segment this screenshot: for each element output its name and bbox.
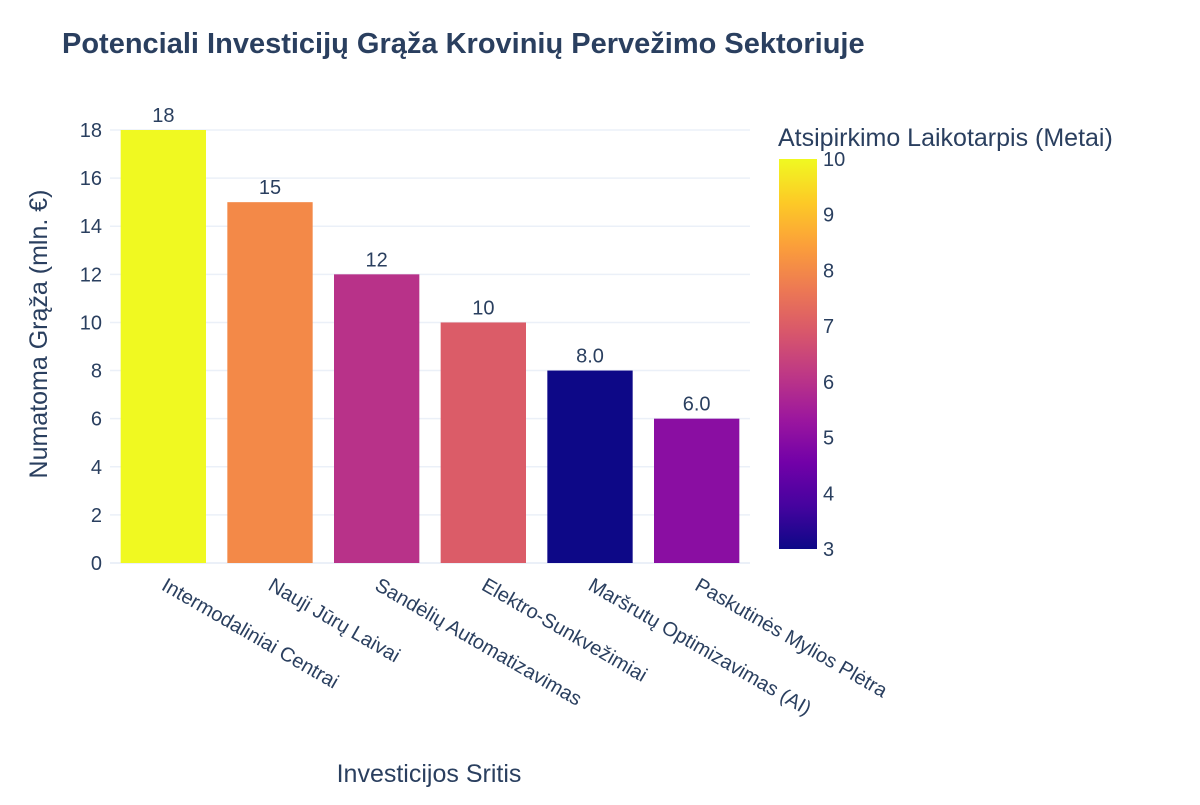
bar[interactable]	[334, 274, 420, 563]
bar[interactable]	[547, 370, 633, 563]
y-tick-label: 0	[91, 553, 102, 575]
bar-value-label: 12	[366, 249, 388, 271]
y-tick-label: 12	[80, 264, 102, 286]
colorbar-tick-label: 4	[823, 483, 834, 505]
bar-value-label: 15	[259, 177, 281, 199]
colorbar-gradient	[779, 159, 817, 549]
colorbar: Atsipirkimo Laikotarpis (Metai) 3 4 5 6 7 8 9 1…	[778, 124, 1113, 561]
y-axis: 0 2 4 6 8 10 12 14 16 18	[80, 120, 102, 575]
bar[interactable]	[227, 202, 313, 563]
x-tick-label: Paskutinės Mylios Plėtra	[691, 574, 891, 702]
colorbar-tick-label: 10	[823, 149, 845, 171]
colorbar-title: Atsipirkimo Laikotarpis (Metai)	[778, 124, 1113, 152]
bar-value-label: 18	[152, 105, 174, 127]
colorbar-tick-label: 6	[823, 372, 834, 394]
chart-title: Potenciali Investicijų Grąža Krovinių Pe…	[62, 28, 865, 60]
y-axis-label: Numatoma Grąža (mln. €)	[25, 190, 53, 479]
x-tick-label: Intermodaliniai Centrai	[158, 574, 342, 693]
colorbar-tick-label: 5	[823, 428, 834, 450]
colorbar-tick-label: 9	[823, 205, 834, 227]
y-tick-label: 16	[80, 168, 102, 190]
bar-value-label: 8.0	[576, 346, 604, 368]
y-tick-label: 4	[91, 457, 102, 479]
colorbar-tick-label: 8	[823, 260, 834, 282]
gridlines	[110, 129, 750, 564]
y-tick-label: 18	[80, 120, 102, 142]
bar[interactable]	[440, 322, 526, 563]
bar[interactable]	[120, 130, 206, 563]
y-tick-label: 14	[80, 216, 102, 238]
x-tick-label: Sandėlių Automatizavimas	[371, 574, 585, 710]
y-tick-label: 10	[80, 312, 102, 334]
x-axis-label: Investicijos Sritis	[337, 760, 522, 788]
colorbar-tick-label: 7	[823, 316, 834, 338]
bar-value-label: 10	[472, 297, 494, 319]
bars: 18 15 12 10 8.0 6.0	[120, 105, 740, 563]
y-tick-label: 6	[91, 409, 102, 431]
bar-value-label: 6.0	[683, 394, 711, 416]
y-tick-label: 8	[91, 361, 102, 383]
bar[interactable]	[654, 418, 740, 563]
y-tick-label: 2	[91, 505, 102, 527]
colorbar-tick-label: 3	[823, 539, 834, 561]
